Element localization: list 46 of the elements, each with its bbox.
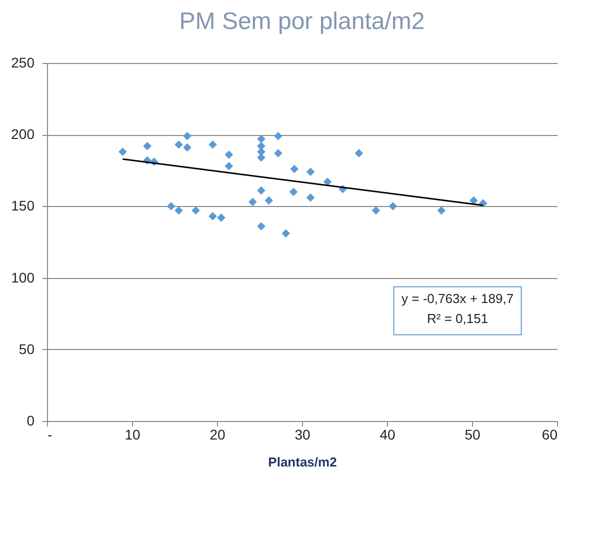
point bbox=[306, 193, 315, 202]
y-tick-label: 0 bbox=[26, 412, 35, 428]
point bbox=[208, 140, 217, 149]
point bbox=[183, 132, 192, 140]
point bbox=[274, 132, 282, 140]
point bbox=[224, 162, 234, 170]
point bbox=[437, 206, 446, 215]
point bbox=[174, 206, 183, 215]
x-axis-title: Plantas/m2 bbox=[268, 454, 337, 470]
point bbox=[274, 149, 282, 158]
point bbox=[372, 206, 380, 215]
point bbox=[248, 198, 257, 206]
point bbox=[174, 140, 183, 149]
x-tick-label: 10 bbox=[124, 426, 140, 442]
point bbox=[208, 212, 217, 220]
point bbox=[354, 149, 364, 158]
point bbox=[217, 213, 226, 222]
y-tick-label: 200 bbox=[11, 126, 35, 142]
point bbox=[282, 229, 290, 238]
point bbox=[224, 150, 234, 159]
annotation: y = -0,763x + 189,7 bbox=[402, 290, 514, 306]
point bbox=[290, 164, 299, 174]
chart-title: PM Sem por planta/m2 bbox=[179, 8, 425, 35]
point bbox=[183, 143, 192, 152]
y-tick-label: 50 bbox=[18, 340, 35, 357]
y-tick-label: 150 bbox=[11, 198, 35, 214]
point bbox=[257, 186, 266, 195]
x-tick-label: 50 bbox=[464, 426, 480, 442]
annotation: R² = 0,151 bbox=[427, 310, 488, 326]
x-tick-label: 20 bbox=[210, 426, 226, 442]
y-tick-label: 100 bbox=[11, 269, 35, 286]
y-tick-label: 250 bbox=[11, 54, 35, 70]
x-tick-label: 30 bbox=[294, 426, 310, 442]
point bbox=[143, 142, 152, 150]
point bbox=[118, 148, 127, 156]
point bbox=[166, 202, 176, 210]
point bbox=[257, 222, 266, 230]
point bbox=[257, 134, 266, 144]
point bbox=[289, 188, 298, 196]
point bbox=[306, 168, 315, 176]
point bbox=[264, 196, 274, 205]
x-tick-label: - bbox=[48, 426, 52, 442]
x-tick-label: 60 bbox=[542, 426, 558, 442]
point bbox=[388, 202, 398, 210]
point bbox=[192, 206, 200, 215]
x-tick-label: 40 bbox=[380, 426, 396, 442]
